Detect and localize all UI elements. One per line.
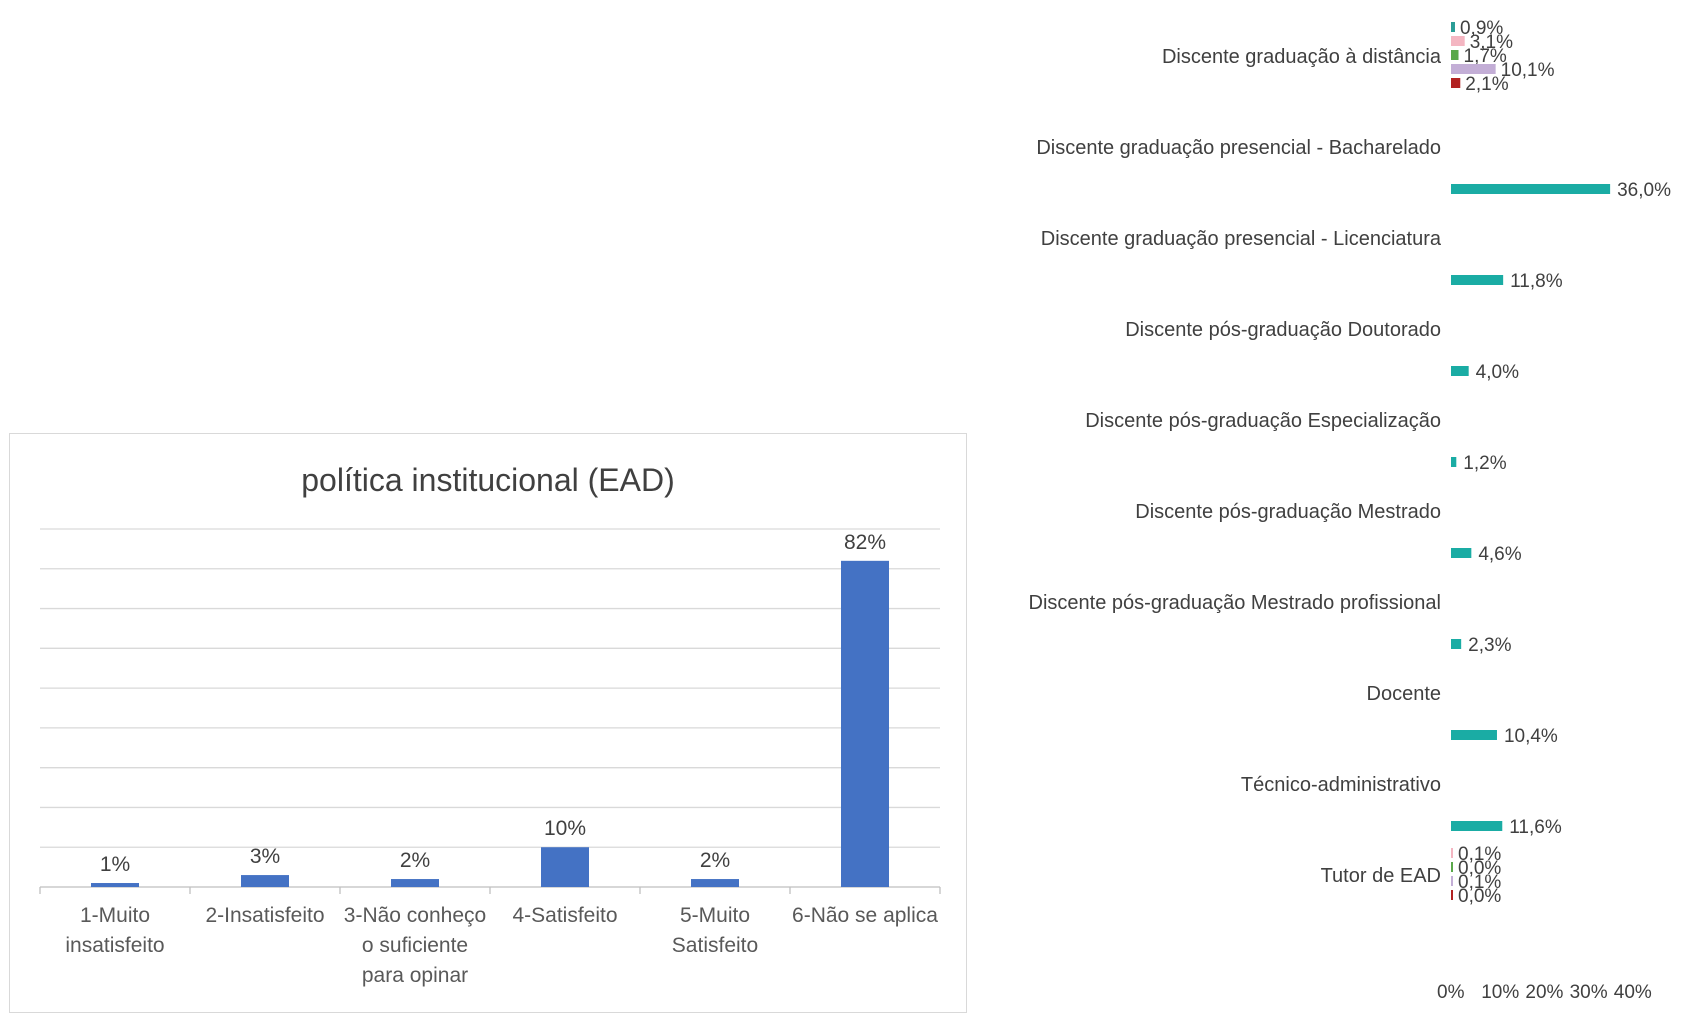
bar: [1451, 457, 1457, 467]
bar: [1451, 890, 1453, 900]
data-label: 82%: [844, 531, 886, 554]
bar: [1451, 366, 1469, 376]
bar: [541, 847, 589, 887]
bar-value-label: 3,1%: [1470, 32, 1513, 53]
category-label: 1-Muito insatisfeito: [65, 904, 164, 957]
category-label: Técnico-administrativo: [1241, 774, 1441, 796]
data-label: 10%: [544, 817, 586, 840]
bar-value-label: 11,8%: [1510, 271, 1563, 292]
bar: [1451, 275, 1504, 285]
bar: [391, 879, 439, 887]
category-label: Discente graduação presencial - Licencia…: [1041, 228, 1442, 250]
bar: [1451, 639, 1462, 649]
bar: [1451, 184, 1611, 194]
category-label: 5-Muito Satisfeito: [672, 904, 758, 957]
x-tick-label: 10%: [1481, 982, 1519, 1003]
bar-value-label: 1,2%: [1463, 453, 1506, 474]
bar-value-label: 4,0%: [1476, 362, 1519, 383]
category-label-line: 5-Muito: [680, 904, 750, 927]
x-tick-label: 20%: [1525, 982, 1563, 1003]
category-label: 2-Insatisfeito: [205, 904, 324, 927]
category-label-line: 3-Não conheço: [344, 904, 486, 927]
category-label: Discente pós-graduação Doutorado: [1125, 319, 1441, 341]
category-label-line: 1-Muito: [80, 904, 150, 927]
x-tick-label: 30%: [1570, 982, 1608, 1003]
category-label: 4-Satisfeito: [512, 904, 617, 927]
category-label-line: Satisfeito: [672, 934, 758, 957]
bar-value-label: 11,6%: [1509, 817, 1562, 838]
category-label: Discente pós-graduação Especialização: [1085, 410, 1441, 432]
bar: [691, 879, 739, 887]
bar: [1451, 730, 1497, 740]
bar-value-label: 4,6%: [1478, 544, 1521, 565]
bar: [1451, 876, 1453, 886]
category-label: Docente: [1367, 683, 1442, 705]
bar: [1451, 22, 1455, 32]
category-label: 6-Não se aplica: [792, 904, 938, 927]
category-label: Discente graduação à distância: [1162, 46, 1442, 68]
bar-value-label: 0,1%: [1458, 844, 1501, 865]
bar: [1451, 50, 1459, 60]
bar-value-label: 2,3%: [1468, 635, 1511, 656]
bar-value-label: 0,0%: [1458, 886, 1501, 907]
bar: [1451, 848, 1453, 858]
category-label-line: para opinar: [362, 964, 468, 987]
data-label: 2%: [700, 849, 730, 872]
category-label-line: o suficiente: [362, 934, 468, 957]
column-chart-panel: política institucional (EAD) 1% 1-Muito in…: [9, 433, 967, 1013]
category-label-line: 4-Satisfeito: [512, 904, 617, 927]
data-label: 3%: [250, 845, 280, 868]
bar-value-label: 0,0%: [1458, 858, 1501, 879]
bar-value-label: 36,0%: [1617, 180, 1671, 201]
bar: [241, 875, 289, 887]
bar-value-label: 0,9%: [1460, 18, 1503, 39]
category-label: Discente pós-graduação Mestrado profissi…: [1029, 592, 1441, 614]
bar: [1451, 862, 1453, 872]
x-tick-label: 40%: [1614, 982, 1652, 1003]
category-label-line: insatisfeito: [65, 934, 164, 957]
bar-value-label: 10,1%: [1501, 60, 1555, 81]
column-chart: 1% 1-Muito insatisfeito 3% 2-Insatisfeito 2% 3…: [39, 528, 941, 987]
bar: [841, 560, 889, 887]
bar: [1451, 548, 1472, 558]
bar: [91, 883, 139, 887]
bar: [1451, 36, 1465, 46]
data-label: 2%: [400, 849, 430, 872]
bar-value-label: 10,4%: [1504, 726, 1558, 747]
category-label: Tutor de EAD: [1321, 865, 1441, 887]
category-label: 3-Não conheço o suficiente para opinar: [344, 904, 486, 987]
bar-value-label: 0,1%: [1458, 872, 1501, 893]
bar: [1451, 64, 1496, 74]
bar: [1451, 78, 1461, 88]
category-label: Discente graduação presencial - Bacharel…: [1036, 137, 1441, 159]
bar: [1451, 821, 1503, 831]
category-label: Discente pós-graduação Mestrado: [1135, 501, 1441, 523]
category-label-line: 2-Insatisfeito: [205, 904, 324, 927]
bar-value-label: 1,7%: [1464, 46, 1507, 67]
column-chart-title: política institucional (EAD): [301, 462, 675, 498]
x-tick-label: 0%: [1437, 982, 1465, 1003]
bar-value-label: 2,1%: [1465, 74, 1508, 95]
data-label: 1%: [100, 853, 130, 876]
category-label-line: 6-Não se aplica: [792, 904, 938, 927]
